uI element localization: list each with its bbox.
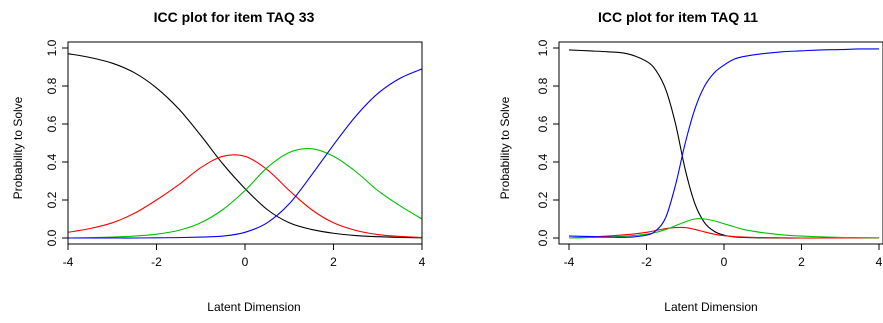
category-curve-4: [67, 68, 423, 239]
y-tick-label: 0.4: [536, 153, 550, 170]
x-axis-label: Latent Dimension: [664, 300, 757, 314]
x-tick-label: 2: [798, 255, 805, 269]
category-curve-3: [568, 218, 880, 239]
x-tick-label: 0: [242, 255, 249, 269]
x-tick-label: -4: [63, 255, 74, 269]
y-tick-label: 0.8: [536, 77, 550, 94]
x-tick-label: 0: [721, 255, 728, 269]
axis-ticks: -4 -2 0 2 4 0.0 0.2 0.4 0.6 0.8 1.0: [536, 39, 883, 269]
category-curve-3: [67, 148, 423, 239]
x-tick-label: -4: [564, 255, 575, 269]
y-axis-label: Probability to Solve: [498, 96, 512, 199]
category-curve-2: [568, 226, 879, 239]
y-tick-label: 0.6: [45, 115, 59, 132]
y-tick-label: 0.0: [45, 229, 59, 246]
category-curve-1: [67, 53, 423, 239]
y-tick-label: 0.8: [45, 77, 59, 94]
y-tick-label: 1.0: [45, 39, 59, 56]
y-tick-label: 0.0: [536, 229, 550, 246]
chart-title: ICC plot for item TAQ 11: [598, 9, 758, 25]
plot-frame: [558, 41, 883, 245]
x-axis-label: Latent Dimension: [207, 300, 300, 314]
y-tick-label: 1.0: [536, 39, 550, 56]
curves: [67, 53, 423, 239]
x-tick-label: -2: [151, 255, 162, 269]
y-tick-label: 0.4: [45, 153, 59, 170]
axis-ticks: -4 -2 0 2 4 0.0 0.2 0.4 0.6 0.8 1.0: [45, 39, 426, 269]
plot-frame: [67, 41, 423, 245]
icc-chart-right: ICC plot for item TAQ 11 Latent Dimensio…: [441, 0, 883, 323]
y-tick-label: 0.2: [45, 191, 59, 208]
x-tick-label: 2: [330, 255, 337, 269]
curves: [568, 48, 880, 239]
category-curve-4: [568, 48, 880, 238]
y-tick-label: 0.6: [536, 115, 550, 132]
icc-chart-left: ICC plot for item TAQ 33 Latent Dimensio…: [0, 0, 441, 323]
y-tick-label: 0.2: [536, 191, 550, 208]
category-curve-1: [568, 49, 879, 239]
chart-title: ICC plot for item TAQ 33: [154, 9, 315, 25]
category-curve-2: [67, 154, 423, 238]
icc-chart-right-svg: ICC plot for item TAQ 11 Latent Dimensio…: [498, 9, 883, 314]
y-axis-label: Probability to Solve: [11, 96, 25, 199]
x-tick-label: 4: [876, 255, 883, 269]
icc-chart-left-svg: ICC plot for item TAQ 33 Latent Dimensio…: [11, 9, 426, 314]
x-tick-label: 4: [419, 255, 426, 269]
x-tick-label: -2: [641, 255, 652, 269]
